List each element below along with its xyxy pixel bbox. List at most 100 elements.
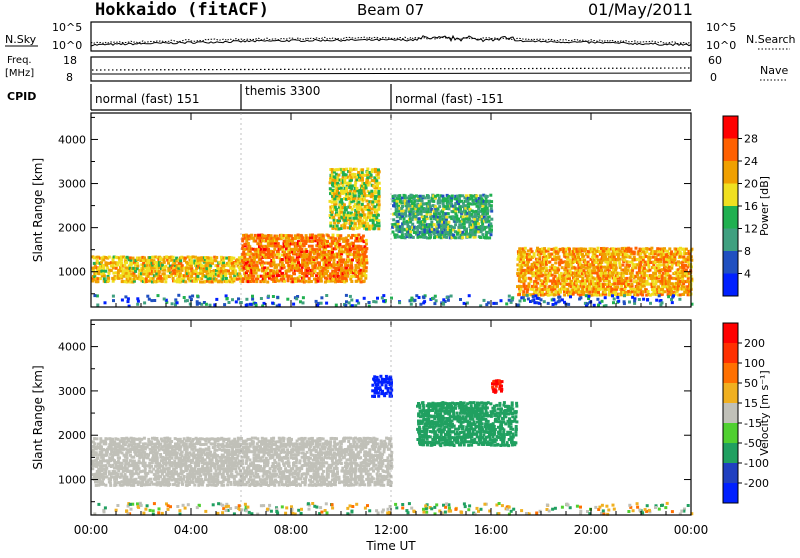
power-cell: [367, 203, 370, 206]
power-cell: [574, 267, 577, 270]
power-cell: [172, 256, 175, 259]
power-cell: [300, 234, 303, 237]
power-cell: [526, 294, 529, 297]
power-cell: [326, 240, 329, 243]
velocity-cell: [105, 467, 108, 470]
power-cell: [555, 247, 558, 250]
power-cell: [176, 280, 179, 283]
power-cell: [350, 280, 353, 283]
velocity-cell: [144, 442, 147, 445]
power-cell: [247, 267, 250, 270]
power-cell: [678, 298, 681, 301]
power-cell: [479, 194, 482, 197]
power-cell: [431, 228, 434, 231]
power-cell: [272, 295, 275, 298]
power-cell: [540, 298, 543, 301]
power-cell: [277, 253, 280, 256]
power-cell: [596, 272, 599, 275]
power-cell: [197, 278, 200, 281]
power-cell: [487, 210, 490, 213]
colorbar-swatch: [723, 274, 738, 297]
power-cell: [529, 280, 532, 283]
power-cell: [302, 277, 305, 280]
power-cell: [541, 291, 544, 294]
power-cell: [325, 302, 328, 305]
power-cell: [184, 257, 187, 260]
power-cell: [492, 302, 495, 305]
power-cell: [606, 261, 609, 264]
velocity-cell: [155, 437, 158, 440]
power-cell: [477, 222, 480, 225]
power-cell: [344, 304, 347, 307]
power-cell: [454, 205, 457, 208]
power-cell: [153, 299, 156, 302]
velocity-cell: [132, 472, 135, 475]
power-cell: [447, 299, 450, 302]
power-cell: [398, 301, 401, 304]
power-cell: [649, 269, 652, 272]
velocity-cell: [140, 438, 143, 441]
power-cell: [152, 277, 155, 280]
power-cell: [642, 298, 645, 301]
power-cell: [143, 301, 146, 304]
velocity-cell: [109, 484, 112, 487]
power-cell: [569, 295, 572, 298]
power-cell: [164, 280, 167, 283]
power-cell: [271, 239, 274, 242]
power-cell: [454, 236, 457, 239]
power-cell: [526, 263, 529, 266]
power-cell: [368, 301, 371, 304]
power-cell: [214, 259, 217, 262]
power-cell: [636, 258, 639, 261]
power-cell: [623, 302, 626, 305]
power-cell: [663, 260, 666, 263]
power-cell: [276, 296, 279, 299]
power-cell: [310, 280, 313, 283]
power-cell: [547, 302, 550, 305]
power-cell: [336, 224, 339, 227]
velocity-cell: [125, 476, 128, 479]
power-cell: [436, 231, 439, 234]
colorbar-swatch: [723, 139, 738, 162]
colorbar-swatch: [723, 251, 738, 274]
power-cell: [249, 303, 252, 306]
velocity-cell: [143, 437, 146, 440]
power-cell: [531, 274, 534, 277]
power-cell: [548, 261, 551, 264]
power-cell: [250, 234, 253, 237]
power-cell: [347, 243, 350, 246]
velocity-cell: [175, 478, 178, 481]
power-cell: [148, 298, 151, 301]
nsearch-tick-bottom: 10^0: [706, 39, 736, 52]
power-cell: [261, 239, 264, 242]
velocity-cell: [159, 453, 162, 456]
power-cell: [441, 195, 444, 198]
power-cell: [345, 222, 348, 225]
velocity-cell: [182, 470, 185, 473]
power-cell: [511, 296, 514, 299]
power-cell: [662, 272, 665, 275]
power-cell: [490, 228, 493, 231]
velocity-cell: [149, 478, 152, 481]
power-cell: [486, 195, 489, 198]
colorbar-swatch: [723, 229, 738, 252]
velocity-cell: [117, 473, 120, 476]
power-cell: [251, 298, 254, 301]
velocity-cell: [125, 459, 128, 462]
power-cell: [99, 277, 102, 280]
velocity-cell: [118, 456, 121, 459]
power-cell: [104, 301, 107, 304]
power-cell: [671, 301, 674, 304]
power-cell: [593, 269, 596, 272]
power-cell: [161, 280, 164, 283]
colorbar-tick-label: 8: [744, 245, 751, 258]
power-cell: [361, 171, 364, 174]
power-cell: [669, 269, 672, 272]
power-cell: [516, 304, 519, 307]
power-cell: [612, 301, 615, 304]
power-cell: [577, 285, 580, 288]
power-cell: [445, 216, 448, 219]
power-cell: [112, 295, 115, 298]
velocity-cell: [105, 464, 108, 467]
